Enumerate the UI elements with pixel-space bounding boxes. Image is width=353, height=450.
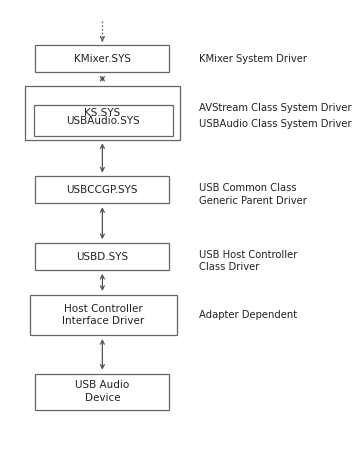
Text: KMixer System Driver: KMixer System Driver [199, 54, 307, 63]
Text: USBCCGP.SYS: USBCCGP.SYS [67, 185, 138, 195]
FancyBboxPatch shape [34, 105, 173, 136]
Text: USBAudio Class System Driver: USBAudio Class System Driver [199, 119, 352, 129]
FancyBboxPatch shape [25, 86, 180, 140]
Text: USBAudio.SYS: USBAudio.SYS [66, 116, 140, 126]
Text: USB Host Controller
Class Driver: USB Host Controller Class Driver [199, 250, 298, 272]
FancyBboxPatch shape [35, 176, 169, 203]
Text: KS.SYS: KS.SYS [84, 108, 120, 117]
FancyBboxPatch shape [30, 295, 176, 335]
Text: Host Controller
Interface Driver: Host Controller Interface Driver [62, 304, 144, 326]
FancyBboxPatch shape [35, 243, 169, 270]
Text: USB Common Class
Generic Parent Driver: USB Common Class Generic Parent Driver [199, 183, 307, 206]
FancyBboxPatch shape [35, 45, 169, 72]
Text: USBD.SYS: USBD.SYS [76, 252, 128, 261]
Text: Adapter Dependent: Adapter Dependent [199, 310, 298, 320]
Text: KMixer.SYS: KMixer.SYS [74, 54, 131, 63]
Text: AVStream Class System Driver: AVStream Class System Driver [199, 103, 352, 113]
Text: USB Audio
Device: USB Audio Device [75, 380, 130, 403]
FancyBboxPatch shape [35, 374, 169, 410]
